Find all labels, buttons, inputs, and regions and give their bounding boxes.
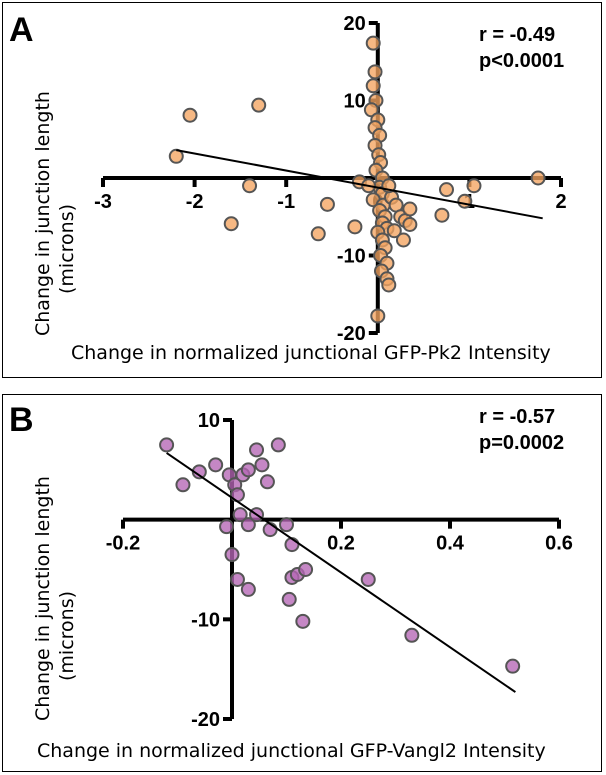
data-point [281, 591, 297, 607]
data-point [251, 97, 267, 113]
p-value-stat: p=0.0002 [479, 432, 564, 454]
data-point [242, 178, 258, 194]
data-point [219, 519, 235, 535]
data-point [240, 581, 256, 597]
data-point [254, 457, 270, 473]
correlation-stat: r = -0.49 [479, 24, 555, 46]
y-axis-label: Change in junction length [32, 476, 54, 721]
x-tick-label: -1 [277, 191, 295, 213]
data-point [310, 226, 326, 242]
y-tick-label: 10 [198, 410, 220, 432]
data-point [466, 178, 482, 194]
data-point [232, 507, 248, 523]
data-point [365, 35, 381, 51]
regression-line [166, 452, 516, 693]
data-point [270, 437, 286, 453]
scatter-plot-a: A r = -0.49 p<0.0001 Change in normalize… [9, 11, 567, 364]
y-tick-label: -20 [337, 323, 366, 345]
x-tick-label: 2 [555, 191, 566, 213]
data-point [229, 571, 245, 587]
x-tick-label: 0.4 [436, 533, 465, 555]
p-value-stat: p<0.0001 [479, 50, 564, 72]
data-point [434, 207, 450, 223]
y-axis-label: Change in junction length [32, 91, 54, 336]
data-point [240, 462, 256, 478]
scatter-plot-b: B r = -0.57 p=0.0002 Change in normalize… [9, 401, 573, 762]
data-point [505, 658, 521, 674]
data-point [530, 170, 546, 186]
data-point [367, 64, 383, 80]
panel-label: A [9, 11, 34, 49]
data-point [223, 216, 239, 232]
y-axis-label-unit: (microns) [56, 204, 78, 294]
y-tick-label: -10 [337, 246, 366, 268]
data-point [370, 308, 386, 324]
panel-a: A r = -0.49 p<0.0001 Change in normalize… [2, 2, 602, 378]
panel-label: B [9, 401, 34, 439]
data-point [402, 217, 418, 232]
data-point [402, 201, 418, 217]
x-axis-label: Change in normalized junctional GFP-Vang… [37, 740, 546, 762]
x-tick-label: 0.6 [545, 533, 573, 555]
data-point [182, 107, 198, 123]
data-point [457, 193, 473, 209]
y-axis-label-unit: (microns) [56, 591, 78, 681]
data-point [404, 627, 420, 643]
x-tick-label: -3 [94, 191, 112, 213]
data-point [279, 517, 294, 533]
x-tick-label: 0.2 [327, 533, 355, 555]
panel-b: B r = -0.57 p=0.0002 Change in normalize… [2, 394, 602, 772]
y-tick-label: 20 [344, 13, 366, 35]
data-point [386, 223, 402, 239]
data-point [159, 437, 175, 453]
data-point [365, 78, 381, 94]
data-point [319, 196, 335, 212]
y-tick-label: -10 [191, 609, 220, 631]
data-point [298, 562, 314, 577]
data-point [360, 571, 376, 587]
data-point [347, 219, 363, 235]
data-point [295, 613, 311, 629]
regression-line [176, 149, 543, 220]
data-point [168, 148, 184, 164]
data-point [208, 457, 224, 473]
y-tick-label: 10 [344, 91, 366, 113]
data-point [175, 477, 191, 493]
y-tick-label: -20 [191, 709, 220, 731]
data-point [381, 277, 397, 293]
data-point [249, 442, 265, 458]
x-tick-label: -2 [186, 191, 204, 213]
data-point [259, 474, 275, 490]
data-point [439, 182, 454, 198]
data-point [395, 232, 411, 248]
data-point [240, 517, 256, 533]
data-point [224, 547, 240, 563]
x-tick-label: -0.2 [106, 533, 140, 555]
x-axis-label: Change in normalized junctional GFP-Pk2 … [71, 342, 551, 364]
correlation-stat: r = -0.57 [479, 406, 555, 428]
